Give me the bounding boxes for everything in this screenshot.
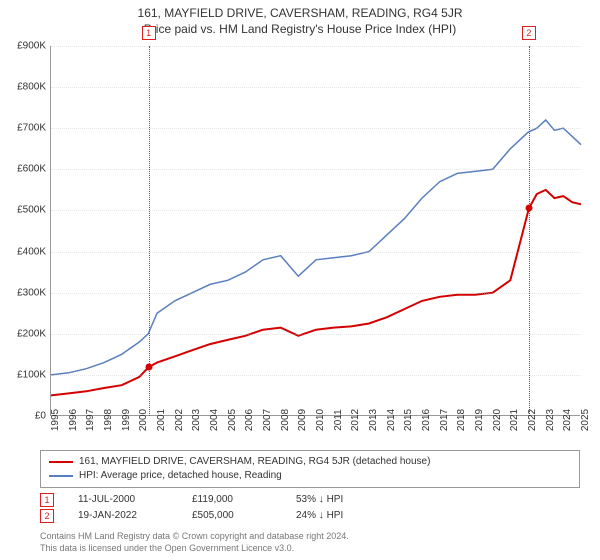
sale-vline bbox=[529, 46, 530, 416]
chart-svg bbox=[51, 46, 581, 416]
x-axis-label: 2017 bbox=[439, 409, 450, 431]
x-axis-label: 2016 bbox=[421, 409, 432, 431]
x-axis-label: 1996 bbox=[68, 409, 79, 431]
y-axis-label: £0 bbox=[35, 411, 46, 422]
x-axis-label: 2021 bbox=[509, 409, 520, 431]
footer-line-2: This data is licensed under the Open Gov… bbox=[40, 542, 580, 554]
gridline bbox=[51, 46, 581, 47]
sale-dot bbox=[525, 205, 532, 212]
x-axis-label: 1998 bbox=[103, 409, 114, 431]
gridline bbox=[51, 128, 581, 129]
x-axis-label: 2004 bbox=[209, 409, 220, 431]
legend-label-2: HPI: Average price, detached house, Read… bbox=[79, 469, 282, 483]
x-axis-label: 2006 bbox=[244, 409, 255, 431]
y-axis-label: £700K bbox=[17, 123, 46, 134]
y-axis-label: £100K bbox=[17, 369, 46, 380]
chart-area: 12 £0£100K£200K£300K£400K£500K£600K£700K… bbox=[50, 46, 580, 416]
sale-vline bbox=[149, 46, 150, 416]
y-axis-label: £800K bbox=[17, 82, 46, 93]
series-hpi bbox=[51, 120, 581, 375]
x-axis-label: 2020 bbox=[492, 409, 503, 431]
sale-row: 2 19-JAN-2022 £505,000 24% ↓ HPI bbox=[40, 508, 580, 524]
x-axis-label: 2000 bbox=[138, 409, 149, 431]
y-axis-label: £300K bbox=[17, 287, 46, 298]
sale-row: 1 11-JUL-2000 £119,000 53% ↓ HPI bbox=[40, 492, 580, 508]
sale-dot bbox=[145, 364, 152, 371]
gridline bbox=[51, 375, 581, 376]
x-axis-label: 1995 bbox=[50, 409, 61, 431]
legend-box: 161, MAYFIELD DRIVE, CAVERSHAM, READING,… bbox=[40, 450, 580, 488]
sale-marker-1: 1 bbox=[40, 493, 54, 507]
x-axis-label: 2019 bbox=[474, 409, 485, 431]
x-axis-label: 2008 bbox=[280, 409, 291, 431]
x-axis-label: 2001 bbox=[156, 409, 167, 431]
sale-hpi-2: 24% ↓ HPI bbox=[296, 508, 386, 524]
x-axis-label: 1997 bbox=[85, 409, 96, 431]
x-axis-label: 2003 bbox=[191, 409, 202, 431]
x-axis-label: 2012 bbox=[350, 409, 361, 431]
x-axis-label: 2015 bbox=[403, 409, 414, 431]
legend-swatch-2 bbox=[49, 475, 73, 477]
y-axis-label: £600K bbox=[17, 164, 46, 175]
title-block: 161, MAYFIELD DRIVE, CAVERSHAM, READING,… bbox=[0, 0, 600, 38]
legend-row: HPI: Average price, detached house, Read… bbox=[49, 469, 571, 483]
x-axis-label: 2024 bbox=[562, 409, 573, 431]
x-axis-label: 2005 bbox=[227, 409, 238, 431]
sale-price-2: £505,000 bbox=[192, 508, 272, 524]
gridline bbox=[51, 293, 581, 294]
gridline bbox=[51, 252, 581, 253]
x-axis-label: 2007 bbox=[262, 409, 273, 431]
y-axis-label: £400K bbox=[17, 246, 46, 257]
gridline bbox=[51, 210, 581, 211]
x-axis-label: 2002 bbox=[174, 409, 185, 431]
x-axis-label: 2025 bbox=[580, 409, 591, 431]
y-axis-label: £500K bbox=[17, 205, 46, 216]
x-axis-label: 1999 bbox=[121, 409, 132, 431]
x-axis-label: 2023 bbox=[545, 409, 556, 431]
x-axis-label: 2011 bbox=[333, 409, 344, 431]
gridline bbox=[51, 87, 581, 88]
sale-rows: 1 11-JUL-2000 £119,000 53% ↓ HPI 2 19-JA… bbox=[40, 492, 580, 524]
footer-line-1: Contains HM Land Registry data © Crown c… bbox=[40, 530, 580, 542]
plot-area: 12 bbox=[50, 46, 580, 416]
x-axis-label: 2010 bbox=[315, 409, 326, 431]
legend-swatch-1 bbox=[49, 461, 73, 463]
sale-marker-box: 1 bbox=[142, 26, 156, 40]
sale-marker-box: 2 bbox=[522, 26, 536, 40]
sale-price-1: £119,000 bbox=[192, 492, 272, 508]
x-axis-label: 2013 bbox=[368, 409, 379, 431]
y-axis-label: £200K bbox=[17, 328, 46, 339]
sale-marker-2: 2 bbox=[40, 509, 54, 523]
footer-text: Contains HM Land Registry data © Crown c… bbox=[40, 530, 580, 554]
x-axis-label: 2014 bbox=[386, 409, 397, 431]
x-axis-label: 2018 bbox=[456, 409, 467, 431]
chart-title-2: Price paid vs. HM Land Registry's House … bbox=[0, 22, 600, 36]
chart-title-1: 161, MAYFIELD DRIVE, CAVERSHAM, READING,… bbox=[0, 6, 600, 20]
sale-hpi-1: 53% ↓ HPI bbox=[296, 492, 386, 508]
x-axis-label: 2022 bbox=[527, 409, 538, 431]
legend-label-1: 161, MAYFIELD DRIVE, CAVERSHAM, READING,… bbox=[79, 455, 430, 469]
legend-row: 161, MAYFIELD DRIVE, CAVERSHAM, READING,… bbox=[49, 455, 571, 469]
x-axis-label: 2009 bbox=[297, 409, 308, 431]
gridline bbox=[51, 334, 581, 335]
sale-date-2: 19-JAN-2022 bbox=[78, 508, 168, 524]
sale-date-1: 11-JUL-2000 bbox=[78, 492, 168, 508]
y-axis-label: £900K bbox=[17, 41, 46, 52]
gridline bbox=[51, 169, 581, 170]
